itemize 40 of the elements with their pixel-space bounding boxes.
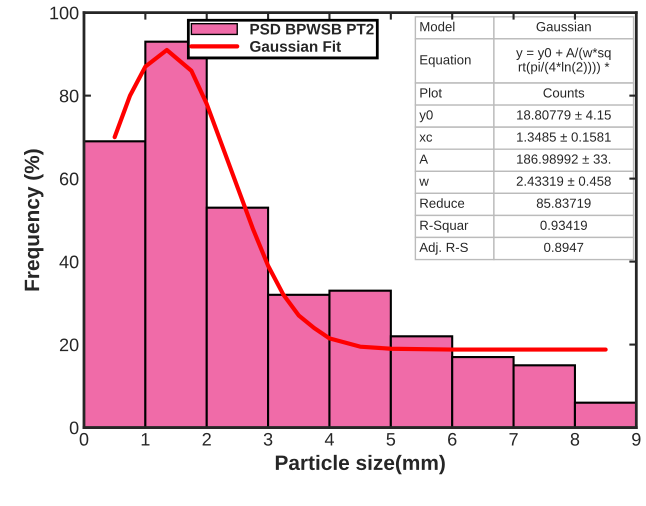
annotation: 0.93419 bbox=[540, 220, 587, 230]
x-tick-label: 7 bbox=[509, 433, 518, 446]
y-axis-title: Frequency (%) bbox=[24, 149, 44, 290]
y-tick-label: 80 bbox=[60, 90, 78, 102]
x-tick-label: 8 bbox=[570, 432, 580, 446]
y-tick-label: 60 bbox=[60, 172, 78, 186]
x-axis-title: Particle size(mm) bbox=[276, 454, 445, 474]
y-tick-label: 0 bbox=[70, 422, 78, 434]
x-tick-label: 2 bbox=[202, 432, 211, 446]
annotation: R-Squar bbox=[420, 220, 468, 233]
annotation: y0 bbox=[419, 110, 433, 122]
annotation: Plot bbox=[420, 88, 442, 98]
annotation: w bbox=[419, 178, 429, 186]
x-tick-label: 5 bbox=[386, 433, 396, 446]
annotation: Model bbox=[420, 22, 454, 32]
legend-label: PSD BPWSB PT2 bbox=[250, 24, 374, 35]
x-tick-label: 9 bbox=[632, 432, 640, 446]
annotation: y = y0 + A/(w*sq rt(pi/(4*ln(2)))) * bbox=[516, 48, 611, 74]
y-tick-label: 100 bbox=[50, 6, 78, 20]
y-tick-label: 40 bbox=[59, 256, 78, 268]
x-tick-label: 6 bbox=[448, 432, 456, 446]
x-tick-label: 0 bbox=[80, 432, 88, 446]
legend-label: Gaussian Fit bbox=[250, 40, 341, 52]
x-tick-label: 1 bbox=[142, 433, 150, 446]
annotation: 85.83719 bbox=[536, 198, 591, 208]
annotation: Reduce bbox=[420, 198, 464, 208]
annotation: A bbox=[419, 154, 428, 164]
annotation: xc bbox=[419, 134, 432, 142]
annotation: 2.43319 ± 0.458 bbox=[516, 176, 611, 186]
annotation: Equation bbox=[420, 54, 471, 68]
annotation: 186.98992 ± 33. bbox=[517, 154, 610, 164]
x-tick-label: 4 bbox=[324, 433, 334, 446]
annotation: 1.3485 ± 0.1581 bbox=[517, 132, 611, 142]
annotation: 0.8947 bbox=[544, 242, 584, 252]
annotation: Counts bbox=[544, 88, 584, 98]
y-tick-label: 20 bbox=[60, 338, 78, 352]
annotation: Gaussian bbox=[536, 22, 591, 32]
x-tick-label: 3 bbox=[264, 432, 272, 446]
annotation: Adj. R-S bbox=[419, 242, 468, 255]
annotation: 18.80779 ± 4.15 bbox=[517, 110, 611, 120]
